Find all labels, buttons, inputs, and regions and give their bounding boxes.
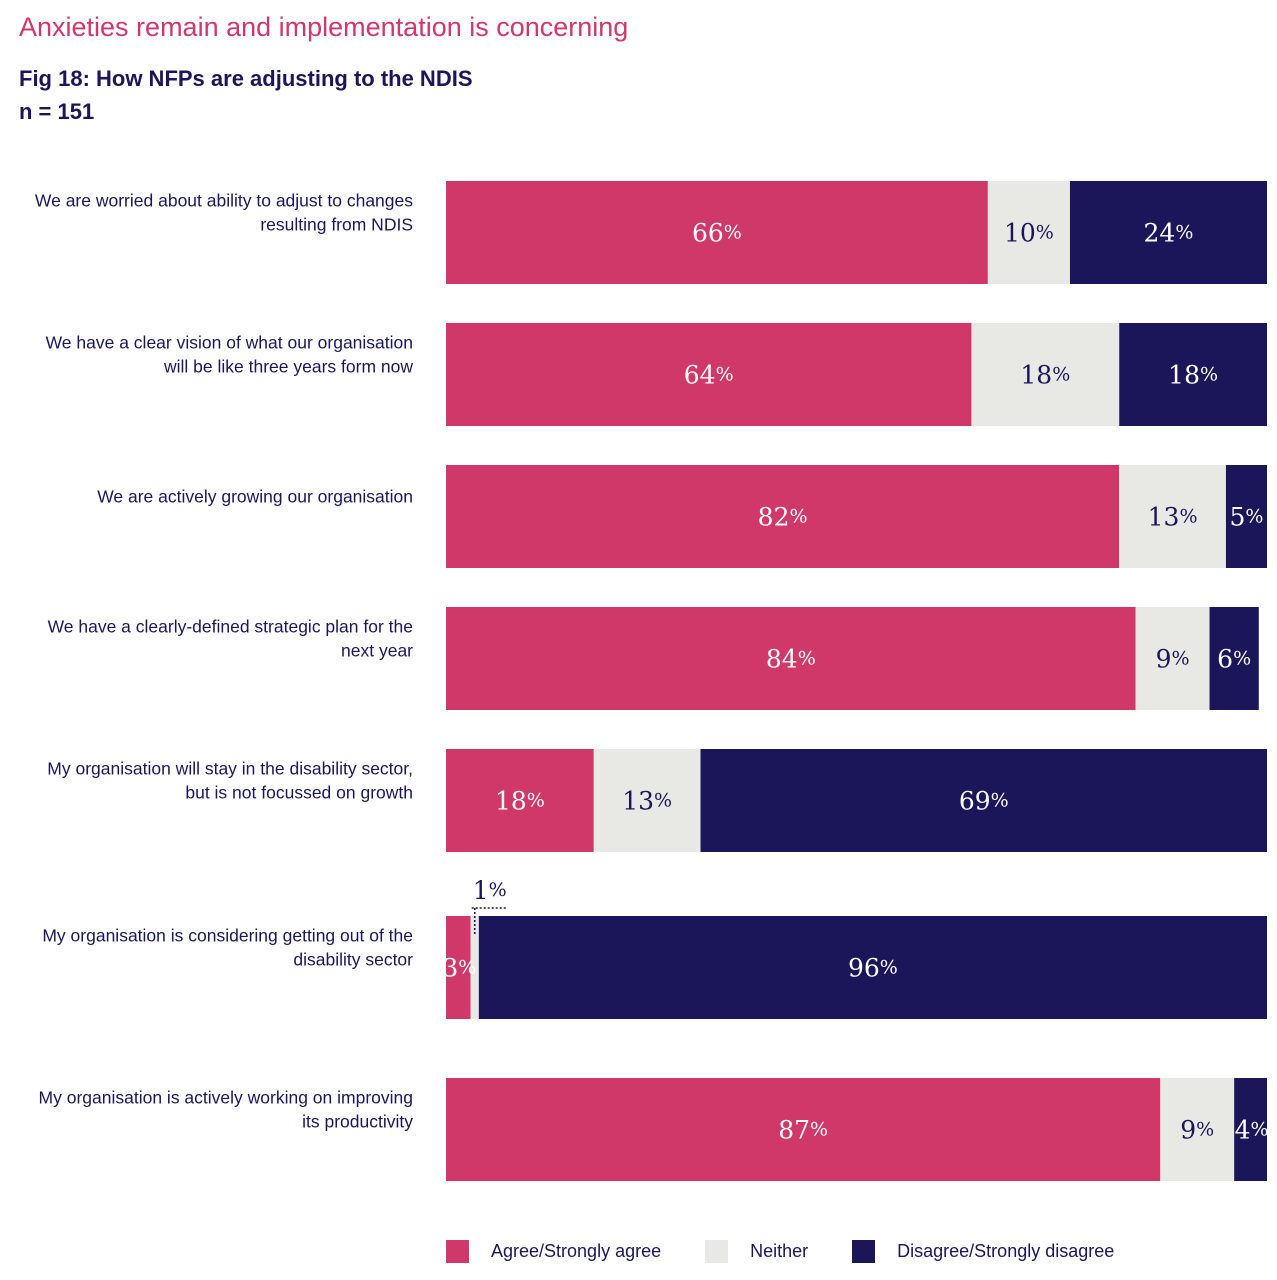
sample-size: n = 151	[19, 99, 95, 124]
bar-segment-neither	[470, 916, 479, 1019]
value-label-neither: 10%	[1004, 218, 1054, 247]
value-label-agree: 66%	[692, 218, 742, 247]
category-label: We are actively growing our organisation	[97, 487, 413, 507]
value-label-neither: 13%	[622, 786, 672, 815]
bar-segment-neither	[1160, 1078, 1235, 1181]
value-label-neither: 13%	[1148, 502, 1198, 531]
category-label: We have a clear vision of what our organ…	[46, 333, 414, 377]
value-label-neither: 18%	[1020, 360, 1070, 389]
value-label-agree: 3%	[442, 953, 476, 982]
figure-title: Fig 18: How NFPs are adjusting to the ND…	[19, 66, 473, 91]
legend-item-disagree: Disagree/Strongly disagree	[852, 1240, 1114, 1263]
value-label-agree: 64%	[684, 360, 734, 389]
bar-segment-neither	[971, 323, 1120, 426]
bar-segment-agree	[446, 749, 594, 852]
callout-label-neither: 1%	[473, 876, 507, 905]
category-label: My organisation is actively working on i…	[39, 1088, 414, 1132]
value-label-agree: 18%	[495, 786, 545, 815]
bar-segment-agree	[446, 323, 972, 426]
section-title: Anxieties remain and implementation is c…	[19, 12, 629, 42]
value-label-neither: 9%	[1156, 644, 1190, 673]
value-label-agree: 84%	[766, 644, 816, 673]
value-label-disagree: 24%	[1144, 218, 1194, 247]
value-label-disagree: 96%	[848, 953, 898, 982]
bar-segment-agree	[446, 916, 471, 1019]
category-label: My organisation will stay in the disabil…	[47, 759, 413, 803]
bar-segment-disagree	[1209, 607, 1259, 710]
legend: Agree/Strongly agree Neither Disagree/St…	[446, 1240, 1158, 1263]
value-label-agree: 82%	[758, 502, 808, 531]
bar-segment-disagree	[1119, 323, 1267, 426]
value-label-disagree: 5%	[1229, 502, 1263, 531]
bar-segment-agree	[446, 465, 1120, 568]
bar-segment-neither	[1135, 607, 1210, 710]
bar-segment-disagree	[700, 749, 1267, 852]
bar-segment-neither	[987, 181, 1070, 284]
bar-segment-neither	[593, 749, 701, 852]
bar-segment-disagree	[478, 916, 1268, 1019]
legend-item-neither: Neither	[705, 1240, 808, 1263]
legend-swatch-agree	[446, 1240, 469, 1263]
legend-item-agree: Agree/Strongly agree	[446, 1240, 661, 1263]
bar-segment-agree	[446, 181, 988, 284]
value-label-disagree: 18%	[1168, 360, 1218, 389]
bar-segment-agree	[446, 1078, 1161, 1181]
value-label-disagree: 4%	[1235, 1115, 1269, 1144]
bar-segment-disagree	[1225, 465, 1267, 568]
legend-label-disagree: Disagree/Strongly disagree	[897, 1241, 1115, 1261]
category-label: We have a clearly-defined strategic plan…	[48, 617, 414, 661]
value-label-disagree: 6%	[1217, 644, 1251, 673]
value-label-agree: 87%	[778, 1115, 828, 1144]
value-label-neither: 9%	[1180, 1115, 1214, 1144]
bar-segment-disagree	[1234, 1078, 1267, 1181]
legend-swatch-disagree	[852, 1240, 876, 1263]
legend-label-neither: Neither	[750, 1241, 809, 1261]
category-label: My organisation is considering getting o…	[42, 926, 413, 970]
legend-swatch-neither	[705, 1240, 729, 1263]
bar-segment-neither	[1119, 465, 1226, 568]
stacked-bar-chart: We are worried about ability to adjust t…	[35, 181, 1269, 1181]
value-label-disagree: 69%	[959, 786, 1009, 815]
bar-segment-agree	[446, 607, 1136, 710]
legend-label-agree: Agree/Strongly agree	[491, 1241, 662, 1261]
bar-segment-disagree	[1069, 181, 1267, 284]
category-label: We are worried about ability to adjust t…	[35, 191, 413, 235]
